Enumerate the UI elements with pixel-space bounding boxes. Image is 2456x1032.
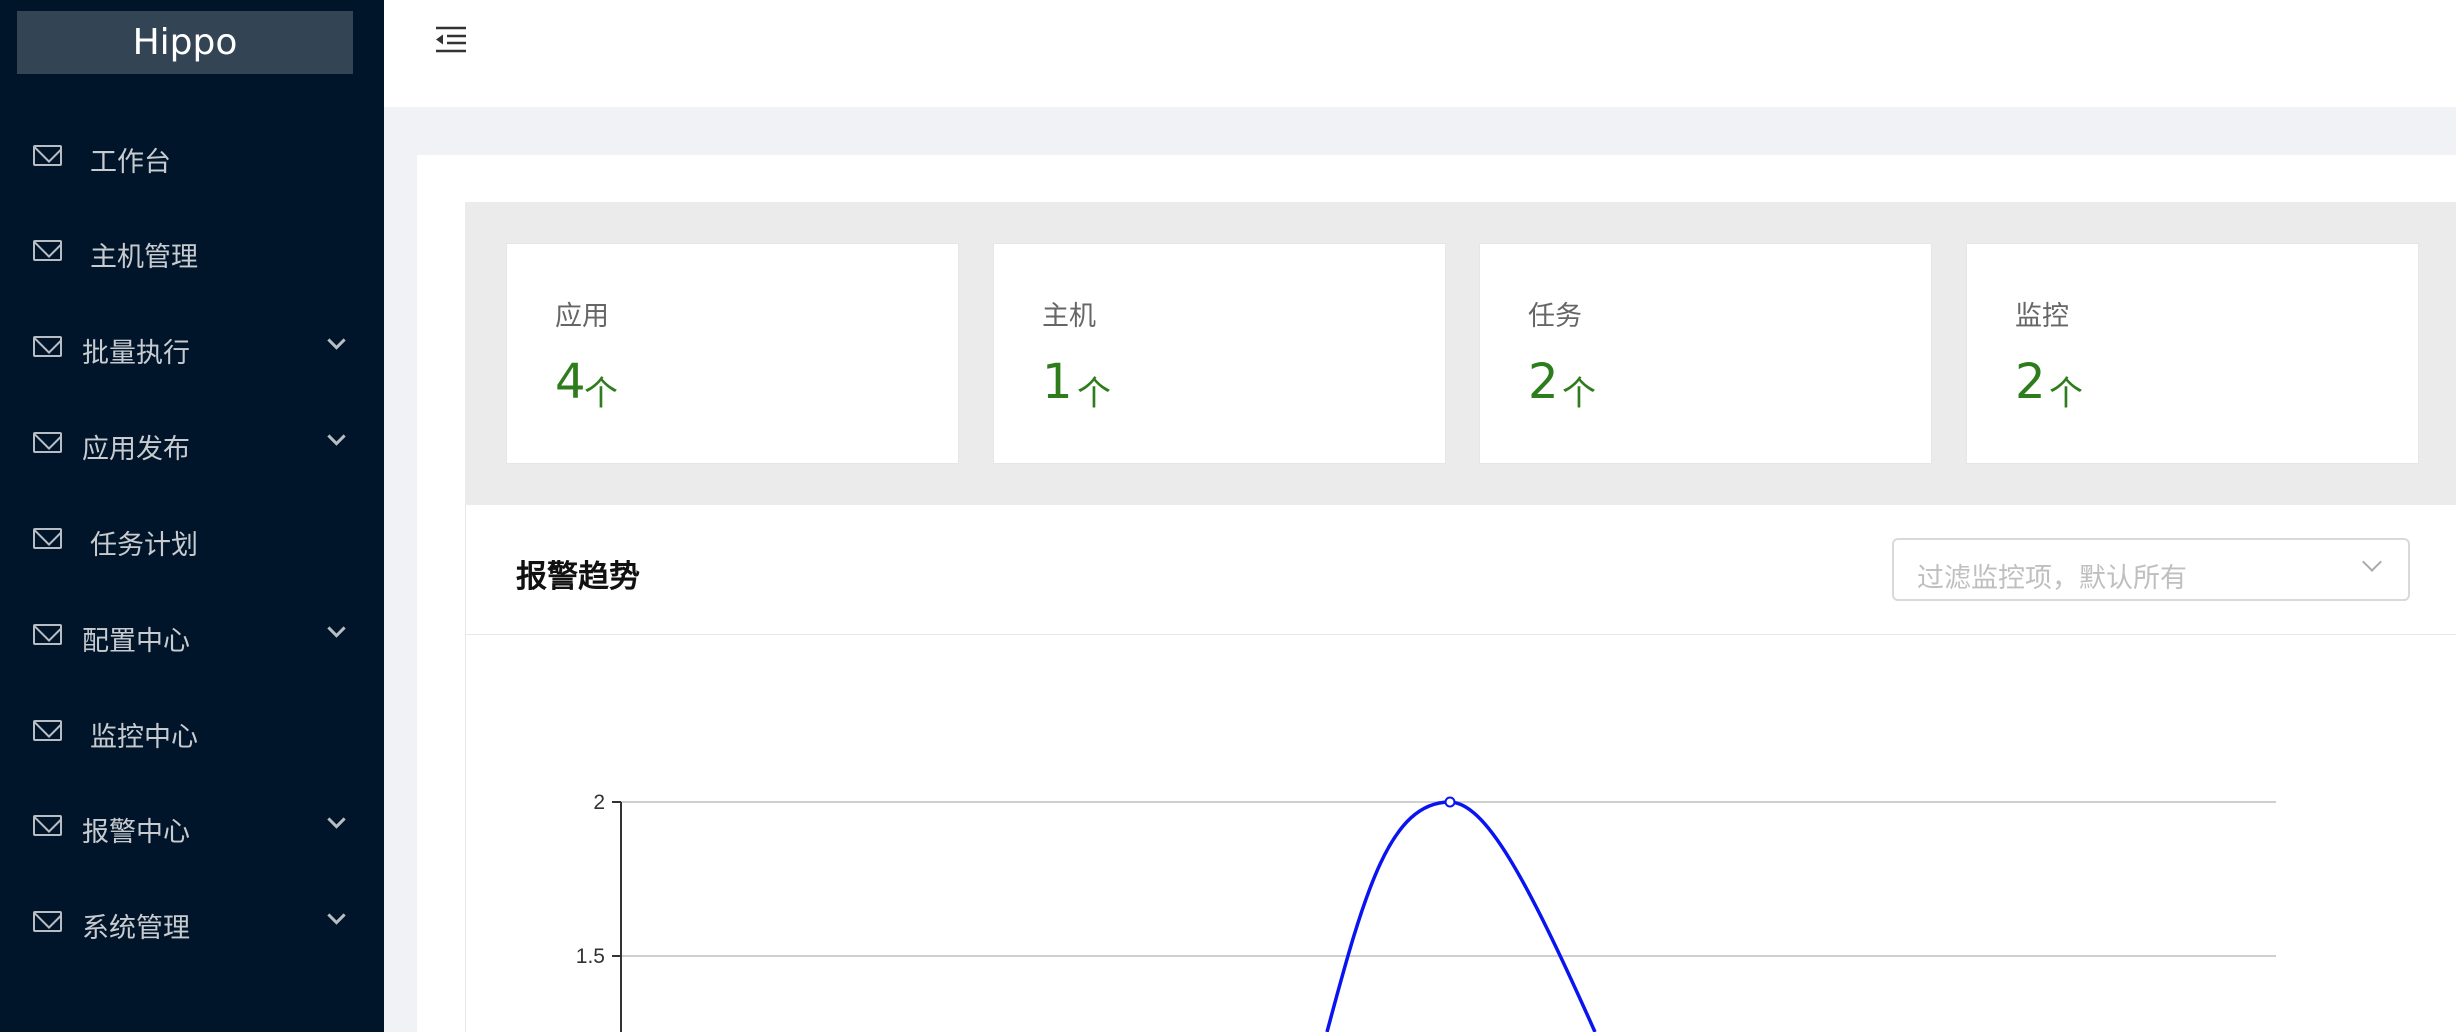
mail-icon (33, 911, 62, 932)
mail-icon (33, 336, 62, 357)
stat-unit: 个 (1562, 374, 1596, 414)
stat-card: 任务 2 个 (1479, 243, 1932, 464)
sidebar-item-label: 任务计划 (90, 530, 198, 561)
chevron-down-icon (2362, 552, 2382, 572)
chevron-down-icon (327, 810, 346, 829)
sidebar-item-8[interactable]: 报警中心 (0, 795, 384, 855)
stat-value: 1 (1042, 354, 1073, 410)
menu-fold-icon[interactable] (434, 24, 468, 54)
sidebar-item-label: 工作台 (90, 147, 171, 178)
mail-icon (33, 528, 62, 549)
sidebar-item-label: 应用发布 (82, 434, 190, 465)
mail-icon (33, 145, 62, 166)
sidebar-item-label: 系统管理 (82, 913, 190, 944)
sidebar-item-6[interactable]: 配置中心 (0, 604, 384, 664)
sidebar-item-4[interactable]: 应用发布 (0, 412, 384, 472)
sidebar-item-1[interactable]: 工作台 (0, 125, 384, 185)
sidebar-item-label: 监控中心 (90, 722, 198, 753)
stat-value: 2 (2015, 354, 2046, 410)
sidebar-item-label: 主机管理 (90, 242, 198, 273)
mail-icon (33, 720, 62, 741)
mail-icon (33, 240, 62, 261)
sidebar: Hippo 工作台主机管理批量执行应用发布任务计划配置中心监控中心报警中心系统管… (0, 0, 384, 1032)
stat-title: 监控 (2015, 301, 2069, 332)
alarm-trend-chart: 2 1.5 (576, 791, 2276, 1032)
app-logo[interactable]: Hippo (17, 11, 353, 74)
chevron-down-icon (327, 619, 346, 638)
sidebar-item-3[interactable]: 批量执行 (0, 316, 384, 376)
monitor-filter-select[interactable]: 过滤监控项，默认所有 (1892, 538, 2410, 601)
stat-value: 2 (1528, 354, 1559, 410)
stat-title: 主机 (1042, 301, 1096, 332)
stat-unit: 个 (584, 374, 618, 414)
sidebar-item-label: 报警中心 (82, 817, 190, 848)
sidebar-item-label: 批量执行 (82, 338, 190, 369)
filter-placeholder: 过滤监控项，默认所有 (1917, 563, 2187, 594)
mail-icon (33, 815, 62, 836)
mail-icon (33, 432, 62, 453)
alarm-header: 报警趋势 过滤监控项，默认所有 (466, 505, 2456, 635)
sidebar-item-2[interactable]: 主机管理 (0, 220, 384, 280)
stat-unit: 个 (2049, 374, 2083, 414)
chevron-down-icon (327, 906, 346, 925)
alarm-trend-panel: 报警趋势 过滤监控项，默认所有 (465, 505, 2456, 1032)
sidebar-item-9[interactable]: 系统管理 (0, 891, 384, 951)
mail-icon (33, 624, 62, 645)
sidebar-item-5[interactable]: 任务计划 (0, 508, 384, 568)
stat-value: 4 (555, 354, 586, 410)
stat-card: 应用 4 个 (506, 243, 959, 464)
header (384, 0, 2456, 107)
stat-title: 任务 (1528, 301, 1582, 332)
stat-card: 主机 1 个 (993, 243, 1446, 464)
chevron-down-icon (327, 427, 346, 446)
stat-card: 监控 2 个 (1966, 243, 2419, 464)
alarm-title: 报警趋势 (516, 559, 640, 595)
chevron-down-icon (327, 331, 346, 350)
data-point-peak (1444, 796, 1456, 808)
alarm-series-line (1325, 800, 1597, 1032)
y-tick-label-1.5: 1.5 (576, 945, 605, 968)
sidebar-item-label: 配置中心 (82, 626, 190, 657)
sidebar-item-7[interactable]: 监控中心 (0, 700, 384, 760)
y-tick-label-2: 2 (593, 791, 605, 814)
stat-unit: 个 (1077, 374, 1111, 414)
stat-title: 应用 (555, 301, 609, 332)
